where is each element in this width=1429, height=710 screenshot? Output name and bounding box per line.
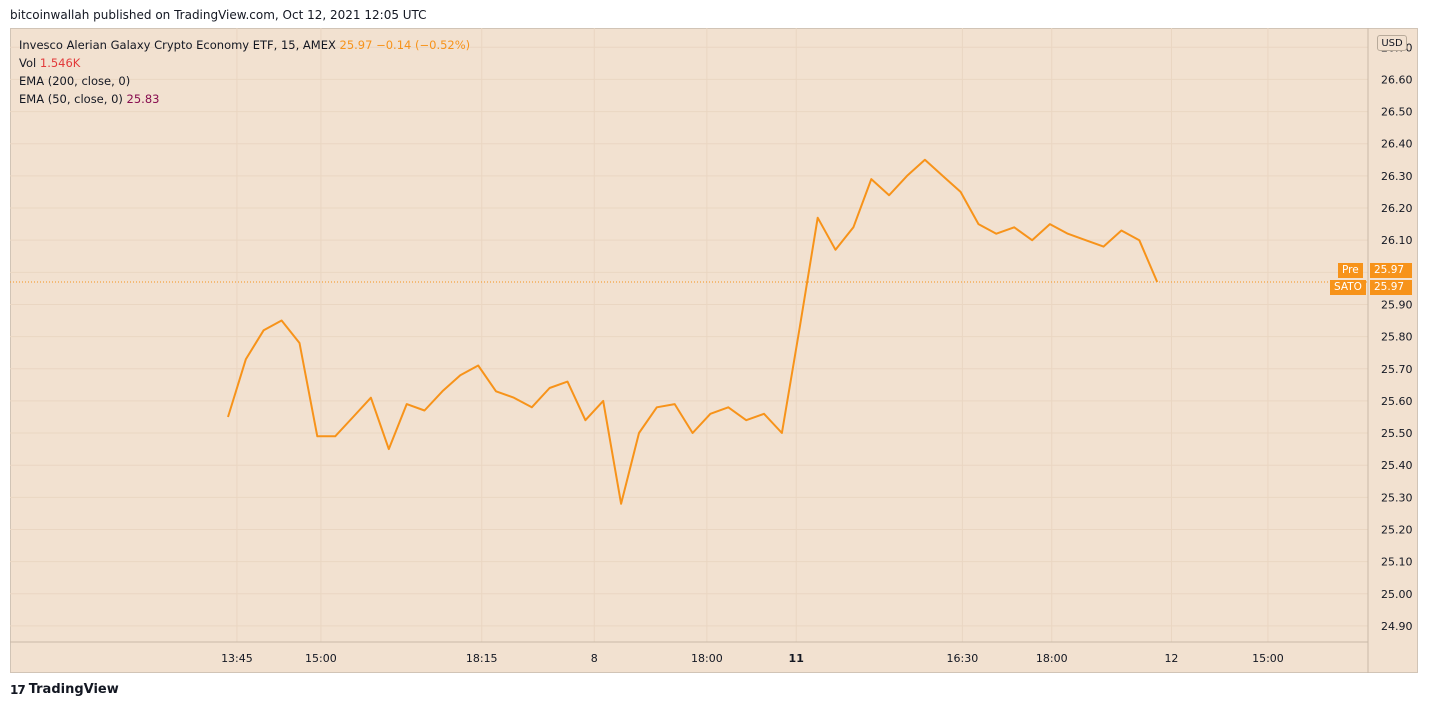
- x-tick-label: 8: [591, 652, 598, 665]
- tradingview-logo-icon: 17: [10, 682, 26, 697]
- y-tick-label: 26.60: [1381, 73, 1413, 86]
- y-tick-label: 25.90: [1381, 298, 1413, 311]
- legend-vol-value: 1.546K: [39, 56, 81, 70]
- x-tick-label: 15:00: [1252, 652, 1284, 665]
- x-tick-label: 18:15: [466, 652, 498, 665]
- legend-ema200-row: EMA (200, close, 0): [19, 72, 470, 90]
- publisher-caption: bitcoinwallah published on TradingView.c…: [10, 8, 427, 22]
- pre-value-tag: 25.97: [1370, 263, 1412, 278]
- legend-ema200: EMA (200, close, 0): [19, 74, 131, 88]
- y-tick-label: 25.00: [1381, 588, 1413, 601]
- legend-symbol: Invesco Alerian Galaxy Crypto Economy ET…: [19, 38, 336, 52]
- sato-value-tag: 25.97: [1370, 280, 1412, 295]
- y-tick-label: 25.80: [1381, 331, 1413, 344]
- chart-panel[interactable]: [10, 28, 1418, 673]
- time-axis[interactable]: 13:45 15:00 18:15 8 18:00 11 16:30 18:00 12 15:00: [221, 652, 1284, 665]
- y-tick-label: 26.30: [1381, 170, 1413, 183]
- currency-label[interactable]: USD: [1377, 35, 1407, 51]
- legend-vol-label: Vol: [19, 56, 37, 70]
- sato-label-tag: SATO: [1330, 280, 1366, 295]
- grid: [10, 28, 1368, 642]
- x-tick-label: 15:00: [305, 652, 337, 665]
- y-tick-label: 26.40: [1381, 138, 1413, 151]
- legend-change: −0.14 (−0.52%): [376, 38, 471, 52]
- legend-price: 25.97: [339, 38, 373, 52]
- legend-symbol-row: Invesco Alerian Galaxy Crypto Economy ET…: [19, 36, 470, 54]
- price-series-line: [227, 158, 1159, 505]
- price-axis[interactable]: 26.7026.6026.5026.4026.3026.2026.1026.00…: [1381, 41, 1413, 633]
- x-tick-label: 18:00: [1036, 652, 1068, 665]
- x-tick-label: 11: [789, 652, 804, 665]
- y-tick-label: 25.60: [1381, 395, 1413, 408]
- y-tick-label: 26.50: [1381, 106, 1413, 119]
- legend-ema50: EMA (50, close, 0): [19, 92, 123, 106]
- y-tick-label: 26.20: [1381, 202, 1413, 215]
- price-chart[interactable]: 26.7026.6026.5026.4026.3026.2026.1026.00…: [10, 28, 1418, 673]
- y-tick-label: 25.70: [1381, 363, 1413, 376]
- brand-name: TradingView: [28, 682, 119, 697]
- y-tick-label: 25.20: [1381, 523, 1413, 536]
- legend: Invesco Alerian Galaxy Crypto Economy ET…: [19, 36, 470, 108]
- x-tick-label: 13:45: [221, 652, 253, 665]
- y-tick-label: 25.40: [1381, 459, 1413, 472]
- x-tick-label: 16:30: [947, 652, 979, 665]
- legend-ema50-row: EMA (50, close, 0) 25.83: [19, 90, 470, 108]
- y-tick-label: 24.90: [1381, 620, 1413, 633]
- y-tick-label: 25.10: [1381, 556, 1413, 569]
- x-tick-label: 12: [1164, 652, 1178, 665]
- y-tick-label: 25.30: [1381, 491, 1413, 504]
- pre-label-tag: Pre: [1338, 263, 1363, 278]
- x-tick-label: 18:00: [691, 652, 723, 665]
- y-tick-label: 26.10: [1381, 234, 1413, 247]
- legend-volume-row: Vol 1.546K: [19, 54, 470, 72]
- legend-ema50-value: 25.83: [126, 92, 160, 106]
- tradingview-brand[interactable]: 17 TradingView: [10, 682, 119, 697]
- y-tick-label: 25.50: [1381, 427, 1413, 440]
